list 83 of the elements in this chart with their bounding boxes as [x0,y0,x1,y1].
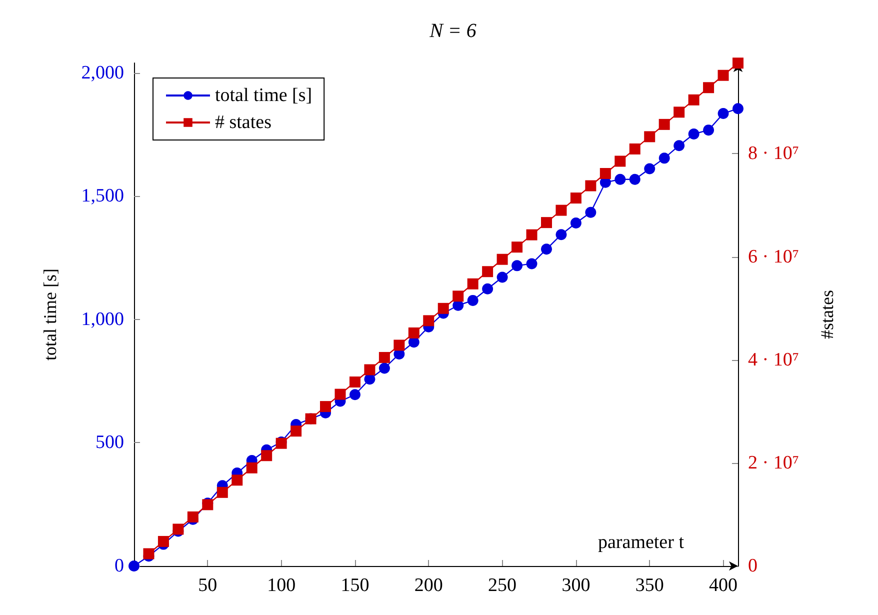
y-tick-label: 1,000 [81,308,124,330]
y2-tick-label: 8 · 10⁷ [748,143,799,164]
point [718,70,729,81]
point [261,450,272,462]
point [232,474,243,486]
y-axis-title: total time [s] [40,268,60,360]
point [688,94,700,106]
point [570,218,582,229]
point [482,266,494,278]
x-tick-label: 400 [709,575,738,596]
point [540,217,552,228]
point [349,376,360,388]
point [378,362,390,374]
point [614,156,626,167]
point [658,118,670,130]
y2-tick-label: 0 [748,556,758,576]
point [482,283,494,294]
x-tick-label: 300 [562,575,590,596]
point [585,180,596,192]
point [600,168,611,179]
x-tick-label: 200 [414,575,443,596]
chart-title: N = 6 [428,20,476,42]
x-tick-label: 250 [488,575,517,596]
x-tick-label: 350 [635,575,664,596]
x-tick-label: 100 [267,575,296,596]
point [467,278,478,290]
point [703,82,714,94]
y2-tick-label: 4 · 10⁷ [748,349,799,370]
point [143,548,154,560]
point [246,462,258,474]
point [216,486,228,498]
y-tick-label: 2,000 [81,62,124,84]
point [703,124,714,136]
point [674,106,685,118]
point [512,242,523,253]
point [423,315,434,326]
point [364,364,376,376]
point [718,108,729,120]
point [556,204,567,216]
point [614,174,626,185]
point [496,254,508,265]
point [378,352,390,363]
point [408,327,420,338]
x-axis-title: parameter t [598,532,685,553]
point [674,140,685,152]
point [364,374,376,385]
point [128,560,140,572]
point [158,536,169,547]
point [732,103,744,114]
point [394,340,405,351]
y-tick-label: 500 [96,432,124,454]
point [438,302,449,314]
point [349,389,360,400]
point [732,58,744,69]
point [644,131,656,142]
y2-tick-label: 6 · 10⁷ [748,246,799,268]
y-tick-label: 1,500 [81,186,124,207]
point [320,401,332,412]
point [644,163,656,174]
point [570,192,582,204]
y2-tick-label: 2 · 10⁷ [748,452,799,474]
point [187,511,198,522]
y-tick-label: 0 [114,556,124,576]
point [585,206,596,218]
point [556,229,567,240]
x-tick-label: 150 [340,575,370,596]
point [496,272,508,283]
point [452,290,464,302]
point [334,388,346,400]
point [629,143,640,154]
point [658,152,670,164]
point [290,426,302,437]
x-tick-label: 50 [198,575,218,596]
point [688,128,700,140]
point [541,244,552,255]
point [512,260,523,272]
y2-axis-title: #states [817,290,837,339]
point [467,294,478,306]
point [526,258,538,270]
point [526,229,538,240]
legend-label: # states [215,112,272,133]
point [629,174,640,185]
legend-label: total time [s] [215,85,312,106]
